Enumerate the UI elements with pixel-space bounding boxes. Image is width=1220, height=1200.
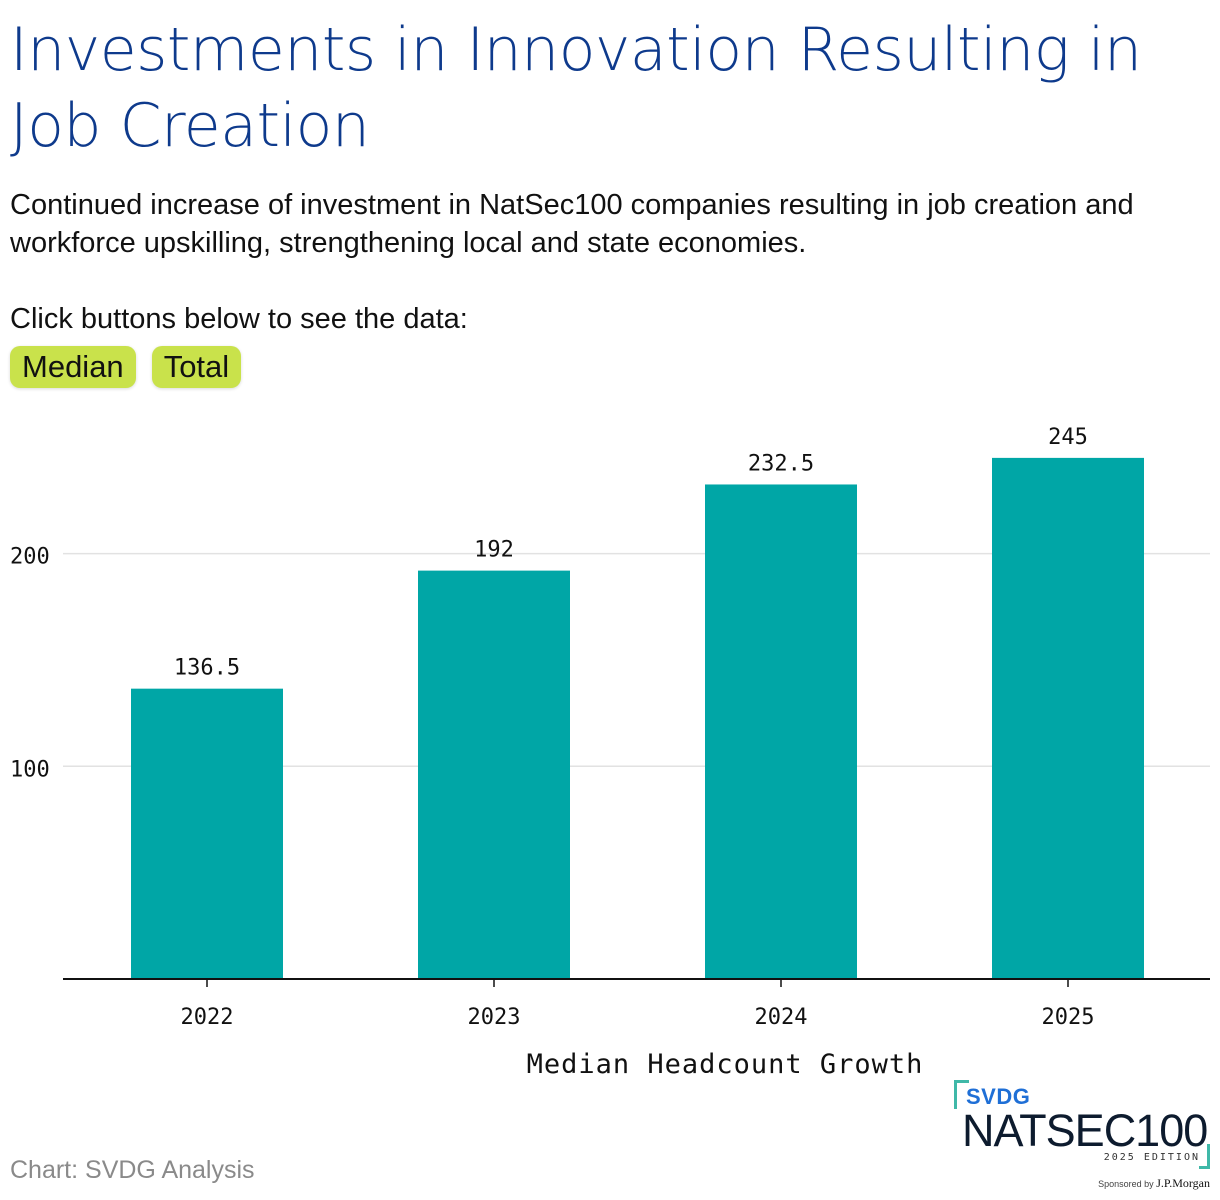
- data-label: 136.5: [174, 656, 240, 681]
- bar-2024[interactable]: [705, 484, 857, 979]
- page-title: Investments in Innovation Resulting in J…: [10, 15, 1142, 161]
- bars: 136.5 192 232.5 245: [131, 425, 1144, 979]
- bar-2023[interactable]: [418, 570, 570, 979]
- toggle-button-group: Median Total: [10, 346, 242, 388]
- y-tick-label: 200: [10, 545, 50, 570]
- total-button[interactable]: Total: [151, 346, 242, 388]
- bar-chart: 100 200 136.5 192 232.5 245 2022 2023 2024 2025…: [10, 425, 1210, 1080]
- x-tick-label: 2022: [181, 1005, 234, 1030]
- median-button[interactable]: Median: [10, 346, 136, 388]
- x-axis-ticks: 2022 2023 2024 2025: [181, 979, 1095, 1030]
- x-tick-label: 2023: [468, 1005, 521, 1030]
- chart-source: Chart: SVDG Analysis: [10, 1156, 255, 1184]
- data-label: 232.5: [748, 451, 814, 476]
- sponsor-credit: Sponsored by J.P.Morgan: [1098, 1176, 1210, 1191]
- logo-edition: 2025 EDITION: [1103, 1152, 1200, 1163]
- logo-name: NATSEC100: [962, 1105, 1208, 1156]
- page-subtitle: Continued increase of investment in NatS…: [10, 189, 1134, 259]
- x-axis-title: Median Headcount Growth: [527, 1049, 924, 1080]
- logo-bracket-icon: [1199, 1144, 1210, 1169]
- sponsor-name: J.P.Morgan: [1156, 1176, 1210, 1190]
- logo-bracket-icon: [954, 1080, 969, 1109]
- y-tick-label: 100: [10, 757, 50, 782]
- data-label: 245: [1048, 425, 1088, 450]
- bar-2022[interactable]: [131, 688, 283, 979]
- x-tick-label: 2024: [755, 1005, 808, 1030]
- x-tick-label: 2025: [1042, 1005, 1095, 1030]
- y-axis-ticks: 100 200: [10, 545, 50, 783]
- sponsor-prefix: Sponsored by: [1098, 1179, 1154, 1189]
- bar-2025[interactable]: [992, 457, 1144, 979]
- button-prompt: Click buttons below to see the data:: [10, 303, 468, 335]
- natsec100-logo: SVDG NATSEC100 2025 EDITION Sponsored by…: [952, 1078, 1212, 1193]
- data-label: 192: [474, 538, 514, 563]
- logo-brand: SVDG: [966, 1084, 1031, 1109]
